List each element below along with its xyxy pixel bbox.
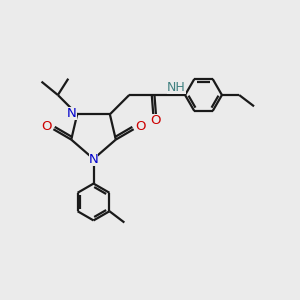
Text: O: O bbox=[151, 114, 161, 128]
Text: N: N bbox=[67, 107, 77, 120]
Text: N: N bbox=[89, 153, 98, 166]
Text: O: O bbox=[135, 120, 146, 133]
Text: O: O bbox=[42, 120, 52, 133]
Text: NH: NH bbox=[167, 81, 185, 94]
